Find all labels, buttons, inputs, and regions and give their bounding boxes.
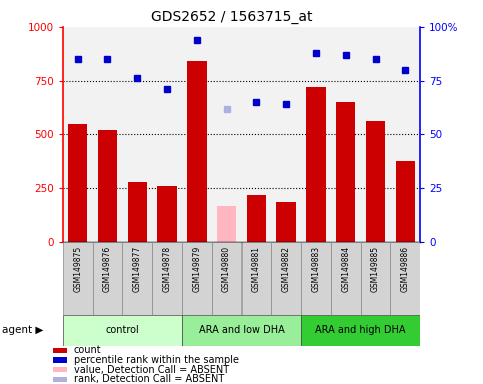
Bar: [63, 242, 93, 315]
Bar: [53, 367, 68, 372]
Text: GSM149875: GSM149875: [73, 246, 82, 292]
Text: agent ▶: agent ▶: [2, 325, 44, 335]
Text: GSM149880: GSM149880: [222, 246, 231, 292]
Text: GSM149879: GSM149879: [192, 246, 201, 292]
Bar: [63, 315, 182, 346]
Bar: [53, 377, 68, 382]
Bar: [247, 195, 266, 242]
Bar: [93, 242, 122, 315]
Text: control: control: [105, 325, 139, 335]
Bar: [301, 242, 331, 315]
Bar: [396, 161, 415, 242]
Bar: [390, 242, 420, 315]
Bar: [68, 124, 87, 242]
Text: GSM149886: GSM149886: [401, 246, 410, 292]
Bar: [212, 242, 242, 315]
Text: GSM149882: GSM149882: [282, 246, 291, 291]
Text: GSM149883: GSM149883: [312, 246, 320, 292]
Bar: [301, 315, 420, 346]
Bar: [98, 130, 117, 242]
Bar: [271, 242, 301, 315]
Text: GSM149876: GSM149876: [103, 246, 112, 292]
Text: ARA and high DHA: ARA and high DHA: [315, 325, 406, 335]
Bar: [152, 242, 182, 315]
Bar: [182, 242, 212, 315]
Bar: [336, 102, 355, 242]
Bar: [361, 242, 390, 315]
Bar: [182, 315, 301, 346]
Text: GDS2652 / 1563715_at: GDS2652 / 1563715_at: [151, 10, 313, 23]
Bar: [122, 242, 152, 315]
Text: GSM149884: GSM149884: [341, 246, 350, 292]
Bar: [128, 182, 147, 242]
Text: percentile rank within the sample: percentile rank within the sample: [74, 355, 239, 365]
Bar: [331, 242, 361, 315]
Bar: [366, 121, 385, 242]
Text: GSM149877: GSM149877: [133, 246, 142, 292]
Text: ARA and low DHA: ARA and low DHA: [199, 325, 284, 335]
Bar: [217, 207, 236, 242]
Bar: [187, 61, 207, 242]
Text: GSM149881: GSM149881: [252, 246, 261, 291]
Bar: [276, 202, 296, 242]
Bar: [53, 348, 68, 353]
Text: rank, Detection Call = ABSENT: rank, Detection Call = ABSENT: [74, 374, 224, 384]
Text: GSM149885: GSM149885: [371, 246, 380, 292]
Text: count: count: [74, 345, 101, 356]
Text: value, Detection Call = ABSENT: value, Detection Call = ABSENT: [74, 364, 229, 375]
Bar: [306, 87, 326, 242]
Bar: [157, 186, 177, 242]
Bar: [242, 242, 271, 315]
Text: GSM149878: GSM149878: [163, 246, 171, 292]
Bar: [53, 358, 68, 362]
